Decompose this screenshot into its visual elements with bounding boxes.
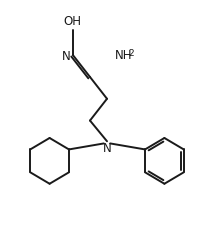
Text: NH: NH	[115, 49, 132, 62]
Text: 2: 2	[128, 49, 134, 58]
Text: N: N	[103, 142, 111, 155]
Text: OH: OH	[63, 15, 81, 28]
Text: N: N	[62, 50, 70, 63]
